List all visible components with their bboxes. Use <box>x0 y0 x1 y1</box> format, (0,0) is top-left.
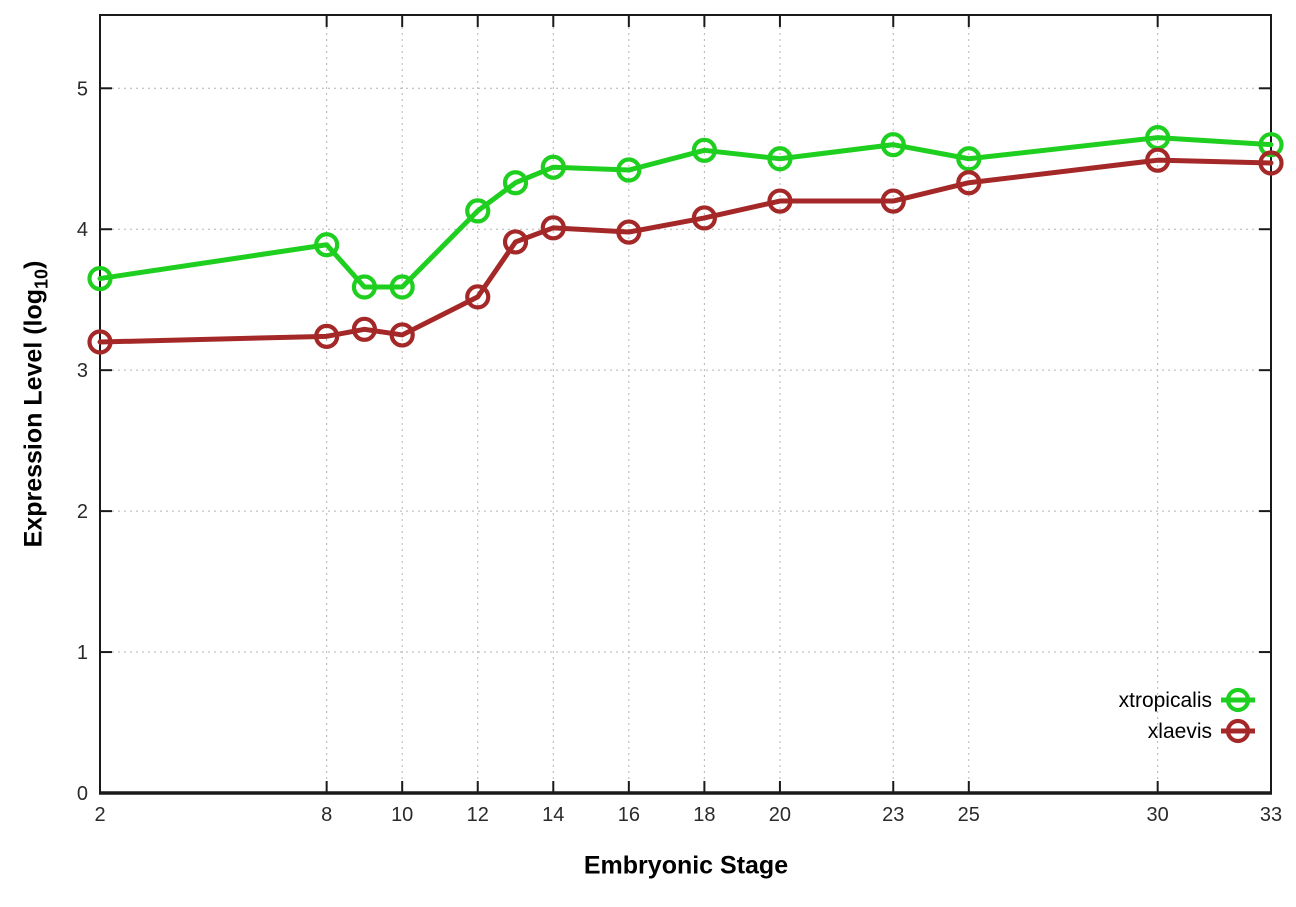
data-point-xtropicalis <box>502 170 529 196</box>
data-point-xlaevis <box>389 322 415 348</box>
legend-label-xtropicalis: xtropicalis <box>1119 689 1212 712</box>
data-point-xtropicalis <box>314 232 340 258</box>
data-point-xlaevis <box>1258 150 1284 176</box>
legend-label-xlaevis: xlaevis <box>1148 720 1212 743</box>
y-tick-label: 0 <box>77 783 88 805</box>
data-point-xtropicalis <box>389 274 415 300</box>
data-point-xlaevis <box>87 329 113 355</box>
data-point-xlaevis <box>691 205 717 231</box>
data-point-xlaevis <box>880 188 906 214</box>
data-point-xlaevis <box>465 284 491 310</box>
data-point-xtropicalis <box>767 146 793 172</box>
data-point-xlaevis <box>351 316 378 342</box>
legend-marker-xtropicalis <box>1225 687 1251 713</box>
data-point-xtropicalis <box>465 198 491 224</box>
data-point-xlaevis <box>767 188 793 214</box>
legend-marker-xlaevis <box>1225 718 1251 744</box>
series-line-xlaevis <box>97 157 1274 345</box>
y-tick-label: 5 <box>77 78 88 100</box>
data-point-xlaevis <box>540 215 566 241</box>
x-tick-label: 23 <box>882 804 904 826</box>
y-tick-label: 1 <box>77 642 88 664</box>
x-tick-label: 14 <box>542 804 564 826</box>
x-tick-label: 20 <box>769 804 791 826</box>
plot-border <box>99 14 1272 794</box>
x-tick-label: 12 <box>467 804 489 826</box>
data-point-xlaevis <box>956 170 982 196</box>
series-line-xtropicalis <box>97 135 1274 290</box>
x-tick-label: 18 <box>693 804 715 826</box>
x-tick-label: 2 <box>94 804 105 826</box>
data-point-xlaevis <box>616 219 642 245</box>
data-point-xtropicalis <box>1258 132 1284 158</box>
x-tick-label: 16 <box>618 804 640 826</box>
data-point-xlaevis <box>1145 147 1171 173</box>
data-point-xtropicalis <box>956 146 982 172</box>
data-point-xtropicalis <box>616 157 642 183</box>
x-tick-label: 25 <box>958 804 980 826</box>
data-point-xlaevis <box>314 323 340 349</box>
data-point-xtropicalis <box>351 274 378 300</box>
y-tick-label: 2 <box>77 501 88 523</box>
y-axis-title: Expression Level (log10) <box>19 260 52 548</box>
data-point-xlaevis <box>502 229 529 255</box>
x-tick-label: 33 <box>1260 804 1282 826</box>
x-tick-label: 30 <box>1147 804 1169 826</box>
x-axis-title: Embryonic Stage <box>583 851 789 880</box>
x-tick-label: 8 <box>321 804 332 826</box>
x-tick-label: 10 <box>391 804 413 826</box>
data-point-xtropicalis <box>691 137 717 163</box>
y-tick-label: 4 <box>77 219 88 241</box>
y-tick-label: 3 <box>77 360 88 382</box>
data-point-xtropicalis <box>880 132 906 158</box>
data-point-xtropicalis <box>87 265 113 292</box>
data-point-xtropicalis <box>540 154 566 180</box>
